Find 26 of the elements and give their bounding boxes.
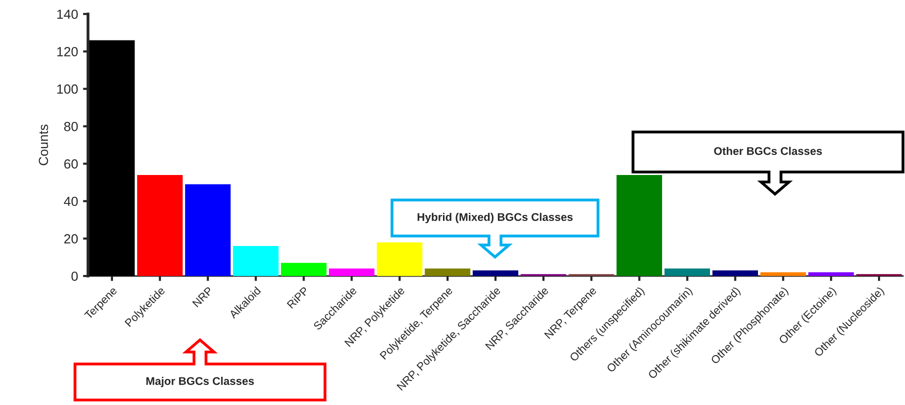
y-tick-label: 20	[64, 234, 78, 244]
text: Major BGCs Classes	[146, 376, 254, 388]
bar	[233, 246, 279, 276]
bar	[376, 242, 422, 276]
y-tick-label: 100	[57, 84, 78, 94]
bar	[760, 272, 806, 276]
bar	[137, 174, 183, 276]
y-tick-label: 60	[64, 159, 78, 169]
y-tick-label: 120	[57, 46, 78, 56]
bar	[616, 174, 662, 276]
bar	[185, 184, 231, 276]
y-tick-label: 80	[64, 122, 78, 132]
y-axis-title: Counts	[38, 124, 48, 166]
annotation: Hybrid (Mixed) BGCs Classes	[418, 212, 573, 224]
bar	[712, 270, 758, 276]
bar	[328, 268, 374, 276]
bar	[89, 40, 135, 276]
bar	[472, 270, 518, 276]
y-tick-label: 140	[57, 10, 78, 19]
bar	[280, 262, 327, 276]
annotation: Other BGCs Classes	[714, 146, 822, 155]
bar	[808, 272, 854, 276]
y-tick-label: 0	[71, 272, 78, 281]
bar	[424, 268, 470, 276]
y-tick-label: 40	[64, 196, 78, 206]
bar	[664, 268, 710, 276]
